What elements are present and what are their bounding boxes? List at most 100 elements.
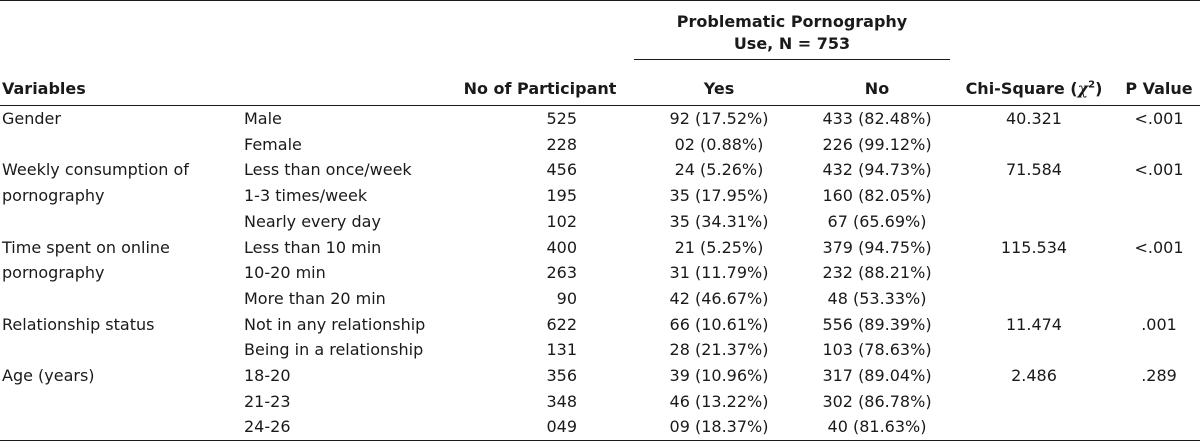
no-cell: 302 (86.78%)	[822, 391, 932, 411]
yes-cell: 09 (18.37%)	[634, 414, 804, 441]
category-cell: Nearly every day	[244, 211, 381, 231]
p-value-cell: <.001	[1134, 237, 1184, 257]
no-cell: 379 (94.75%)	[822, 237, 932, 257]
variable-cell: Relationship status	[2, 314, 155, 334]
yes-cell: 21 (5.25%)	[674, 237, 764, 257]
variable-cell	[0, 337, 240, 363]
no-cell: 556 (89.39%)	[822, 314, 932, 334]
chi-square-cell	[950, 132, 1118, 158]
yes-cell: 31 (11.79%)	[669, 263, 769, 283]
yes-cell: 02 (0.88%)	[674, 134, 764, 154]
chi-superscript: 2	[1088, 79, 1096, 91]
p-value-cell	[1118, 389, 1200, 415]
participants-cell: 228	[546, 134, 577, 154]
header-spacer-3	[446, 1, 634, 60]
yes-cell: 92 (17.52%)	[669, 109, 769, 128]
header-spacer-4	[950, 1, 1118, 60]
yes-cell: 39 (10.96%)	[669, 366, 769, 386]
p-value-cell: .289	[1141, 366, 1177, 386]
category-cell: Less than 10 min	[244, 237, 382, 257]
participants-cell: 90	[556, 288, 577, 308]
variable-cell	[0, 414, 240, 441]
participants-cell: 356	[546, 366, 577, 386]
yes-cell: 66 (10.61%)	[669, 314, 769, 334]
chi-square-cell: 115.534	[1000, 237, 1068, 257]
no-cell: 226 (99.12%)	[822, 134, 932, 154]
table-row: Gender Male 525 92 (17.52%) 433 (82.48%) 40.3…	[0, 106, 1200, 132]
category-cell: Female	[244, 134, 302, 154]
chi-square-cell	[950, 183, 1118, 209]
chi-square-cell	[950, 209, 1118, 235]
chi-square-cell: 11.474	[1006, 314, 1062, 334]
no-cell: 432 (94.73%)	[822, 160, 932, 180]
p-value-cell	[1118, 209, 1200, 235]
chi-square-cell	[950, 337, 1118, 363]
chi-square-cell: 40.321	[1006, 109, 1062, 128]
category-cell: Not in any relationship	[244, 314, 426, 334]
table-row: pornography 1-3 times/week 195 35 (17.95%) 1…	[0, 183, 1200, 209]
yes-cell: 24 (5.26%)	[674, 160, 764, 180]
chi-square-cell	[950, 286, 1118, 312]
participants-cell: 400	[546, 237, 577, 257]
table-row: Being in a relationship 131 28 (21.37%) 103…	[0, 337, 1200, 363]
p-value-cell	[1118, 337, 1200, 363]
table-row: More than 20 min 90 42 (46.67%) 48 (53.33%)	[0, 286, 1200, 312]
category-cell: 24-26	[240, 414, 446, 441]
ppu-group-header: Problematic Pornography Use, N = 753	[634, 0, 950, 60]
chi-suffix: )	[1095, 79, 1103, 98]
participants-cell: 195	[546, 186, 577, 206]
table-row: Relationship status Not in any relationsh…	[0, 312, 1200, 338]
table-header: Problematic Pornography Use, N = 753 Var…	[0, 0, 1200, 106]
variable-cell	[0, 389, 240, 415]
table-row: Female 228 02 (0.88%) 226 (99.12%)	[0, 132, 1200, 158]
table-body: Gender Male 525 92 (17.52%) 433 (82.48%) 40.3…	[0, 106, 1200, 441]
header-row-bottom: Variables No of Participant Yes No Chi-S…	[0, 59, 1200, 106]
no-header: No	[804, 59, 950, 106]
no-cell: 40 (81.63%)	[804, 414, 950, 441]
ppu-title-line2: Use, N = 753	[733, 34, 851, 53]
participants-cell: 622	[546, 314, 577, 334]
no-cell: 48 (53.33%)	[827, 288, 927, 308]
no-cell: 433 (82.48%)	[822, 109, 932, 128]
variable-cell: pornography	[2, 263, 105, 283]
header-row-top: Problematic Pornography Use, N = 753	[0, 0, 1200, 60]
no-cell: 67 (65.69%)	[827, 211, 927, 231]
variable-cell	[0, 209, 240, 235]
header-spacer-5	[1118, 1, 1200, 60]
p-value-cell	[1118, 260, 1200, 286]
yes-cell: 35 (17.95%)	[669, 186, 769, 206]
p-value-cell: <.001	[1134, 109, 1184, 128]
table-row: 21-23 348 46 (13.22%) 302 (86.78%)	[0, 389, 1200, 415]
chi-prefix: Chi-Square (	[965, 79, 1078, 98]
chi-square-cell	[950, 389, 1118, 415]
category-cell: 1-3 times/week	[244, 186, 368, 206]
variables-header: Variables	[0, 59, 446, 106]
no-cell: 160 (82.05%)	[822, 186, 932, 206]
category-cell: Male	[244, 109, 282, 128]
participants-cell: 525	[546, 109, 577, 128]
chi-square-header: Chi-Square (χ2)	[950, 59, 1118, 106]
yes-cell: 42 (46.67%)	[669, 288, 769, 308]
category-cell: 18-20	[244, 366, 291, 386]
no-cell: 232 (88.21%)	[822, 263, 932, 283]
yes-cell: 28 (21.37%)	[669, 340, 769, 360]
participants-cell: 102	[546, 211, 577, 231]
category-cell: 10-20 min	[244, 263, 326, 283]
chi-square-cell	[950, 260, 1118, 286]
table-row: Nearly every day 102 35 (34.31%) 67 (65.69%…	[0, 209, 1200, 235]
chi-square-cell: 2.486	[1011, 366, 1057, 386]
yes-cell: 46 (13.22%)	[669, 391, 769, 411]
participants-cell: 348	[546, 391, 577, 411]
category-cell: Being in a relationship	[244, 340, 424, 360]
p-value-cell: <.001	[1134, 160, 1184, 180]
category-cell: 21-23	[244, 391, 291, 411]
table-row: pornography 10-20 min 263 31 (11.79%) 232 (8…	[0, 260, 1200, 286]
yes-header: Yes	[634, 59, 804, 106]
variable-cell: Gender	[2, 109, 61, 128]
participants-cell: 263	[546, 263, 577, 283]
table-row: Weekly consumption of Less than once/week…	[0, 157, 1200, 183]
chi-square-cell: 71.584	[1006, 160, 1062, 180]
no-cell: 317 (89.04%)	[822, 366, 932, 386]
participants-cell: 131	[546, 340, 577, 360]
chi-square-cell	[950, 414, 1118, 441]
